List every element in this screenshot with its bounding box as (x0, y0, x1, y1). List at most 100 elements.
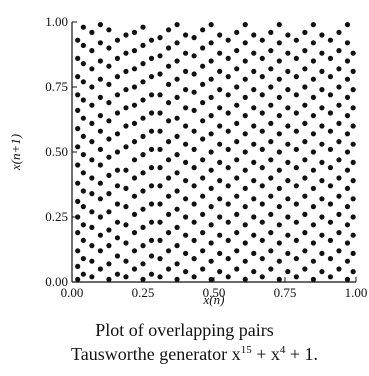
data-point (225, 274, 231, 280)
data-point (327, 74, 334, 80)
data-point (251, 87, 257, 93)
data-point (302, 157, 308, 163)
x-tick-label: 0.50 (203, 285, 226, 300)
data-point (259, 110, 265, 116)
data-point (75, 180, 81, 186)
data-point (344, 258, 351, 264)
data-point (148, 55, 155, 62)
data-point (276, 22, 282, 28)
data-point (200, 193, 206, 199)
data-point (217, 250, 223, 256)
data-point (217, 214, 223, 220)
data-point (217, 32, 223, 38)
data-point (174, 22, 180, 28)
data-point (234, 230, 240, 236)
data-point (208, 131, 214, 137)
data-point (165, 157, 172, 163)
data-point (251, 105, 257, 111)
data-point (310, 204, 316, 210)
data-point (302, 48, 308, 54)
data-point (140, 276, 146, 282)
data-point (165, 248, 172, 254)
data-point (336, 84, 342, 90)
data-point (165, 81, 172, 87)
data-point (259, 37, 265, 43)
data-point (259, 55, 265, 62)
data-point (217, 105, 223, 111)
data-point (251, 68, 257, 74)
data-point (106, 45, 112, 51)
data-point (75, 230, 81, 236)
data-point (242, 94, 248, 100)
data-point (259, 183, 265, 189)
data-point (140, 115, 146, 121)
data-point (89, 258, 95, 264)
data-point (123, 167, 129, 173)
data-point (80, 24, 86, 30)
data-point (75, 263, 81, 269)
data-point (89, 120, 95, 126)
data-point (319, 232, 325, 238)
data-point (225, 237, 231, 243)
data-point (75, 144, 81, 150)
data-point (183, 141, 189, 147)
data-point (200, 211, 206, 217)
data-point (75, 107, 81, 113)
data-point (242, 58, 248, 64)
data-point (217, 159, 223, 165)
data-point (148, 237, 155, 243)
data-point (276, 94, 282, 100)
data-point (114, 201, 121, 207)
data-point (97, 113, 103, 119)
data-point (131, 102, 138, 108)
data-point (123, 240, 129, 246)
data-point (251, 32, 257, 38)
data-point (191, 53, 197, 59)
data-point (75, 214, 81, 220)
data-point (319, 105, 325, 111)
data-point (174, 243, 180, 249)
data-point (242, 22, 248, 28)
data-point (225, 146, 231, 152)
data-point (80, 170, 86, 176)
data-point (191, 146, 197, 152)
data-point (174, 276, 180, 282)
data-point (106, 172, 112, 178)
data-point (310, 258, 316, 264)
caption-mid: + x (251, 344, 280, 364)
data-point (80, 188, 86, 194)
data-point (200, 136, 206, 142)
data-point (234, 248, 240, 254)
data-point (157, 274, 163, 280)
data-point (217, 141, 223, 147)
data-point (285, 105, 291, 111)
data-point (208, 22, 214, 28)
data-point (75, 198, 81, 204)
data-point (350, 141, 356, 147)
data-point (165, 63, 172, 69)
data-point (302, 84, 308, 90)
data-point (106, 243, 112, 249)
data-point (165, 211, 172, 217)
data-point (131, 157, 138, 163)
data-point (259, 74, 265, 80)
data-point (276, 76, 282, 82)
data-point (191, 201, 197, 207)
data-point (148, 92, 155, 98)
data-point (251, 50, 257, 56)
data-point (191, 237, 197, 243)
data-point (114, 253, 121, 259)
data-point (276, 149, 282, 155)
data-point (350, 250, 356, 256)
data-point (234, 157, 240, 163)
data-point (200, 157, 206, 163)
data-point (80, 97, 86, 103)
data-point (200, 266, 206, 272)
data-point (191, 89, 197, 95)
data-point (148, 146, 155, 152)
data-point (157, 53, 163, 59)
data-point (276, 185, 282, 191)
data-point (285, 178, 291, 184)
data-point (174, 170, 180, 176)
data-point (174, 40, 180, 46)
